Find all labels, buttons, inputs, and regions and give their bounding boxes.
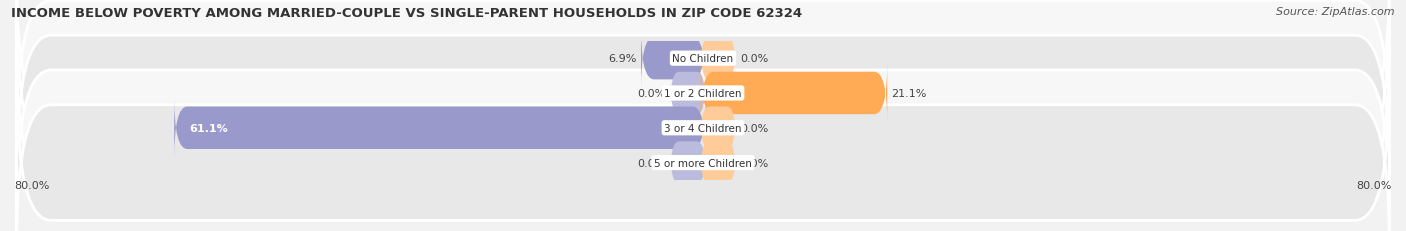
FancyBboxPatch shape — [671, 73, 706, 115]
FancyBboxPatch shape — [700, 142, 735, 184]
Text: 80.0%: 80.0% — [14, 180, 49, 190]
FancyBboxPatch shape — [641, 28, 706, 90]
Text: 61.1%: 61.1% — [190, 123, 229, 133]
Text: 80.0%: 80.0% — [1357, 180, 1392, 190]
Text: No Children: No Children — [672, 54, 734, 64]
FancyBboxPatch shape — [17, 47, 1389, 209]
Text: Source: ZipAtlas.com: Source: ZipAtlas.com — [1277, 7, 1395, 17]
Text: 0.0%: 0.0% — [638, 158, 666, 168]
Text: INCOME BELOW POVERTY AMONG MARRIED-COUPLE VS SINGLE-PARENT HOUSEHOLDS IN ZIP COD: INCOME BELOW POVERTY AMONG MARRIED-COUPL… — [11, 7, 803, 20]
FancyBboxPatch shape — [174, 97, 706, 159]
FancyBboxPatch shape — [700, 63, 887, 124]
Text: 6.9%: 6.9% — [609, 54, 637, 64]
FancyBboxPatch shape — [700, 107, 735, 149]
Text: 0.0%: 0.0% — [740, 158, 768, 168]
Text: 0.0%: 0.0% — [638, 88, 666, 99]
FancyBboxPatch shape — [671, 142, 706, 184]
Text: 3 or 4 Children: 3 or 4 Children — [664, 123, 742, 133]
Text: 0.0%: 0.0% — [740, 54, 768, 64]
Text: 21.1%: 21.1% — [891, 88, 927, 99]
Text: 1 or 2 Children: 1 or 2 Children — [664, 88, 742, 99]
FancyBboxPatch shape — [17, 12, 1389, 175]
Legend: Married Couples, Single Parents: Married Couples, Single Parents — [589, 228, 817, 231]
Text: 0.0%: 0.0% — [740, 123, 768, 133]
FancyBboxPatch shape — [700, 38, 735, 80]
FancyBboxPatch shape — [17, 82, 1389, 231]
Text: 5 or more Children: 5 or more Children — [654, 158, 752, 168]
FancyBboxPatch shape — [17, 0, 1389, 140]
